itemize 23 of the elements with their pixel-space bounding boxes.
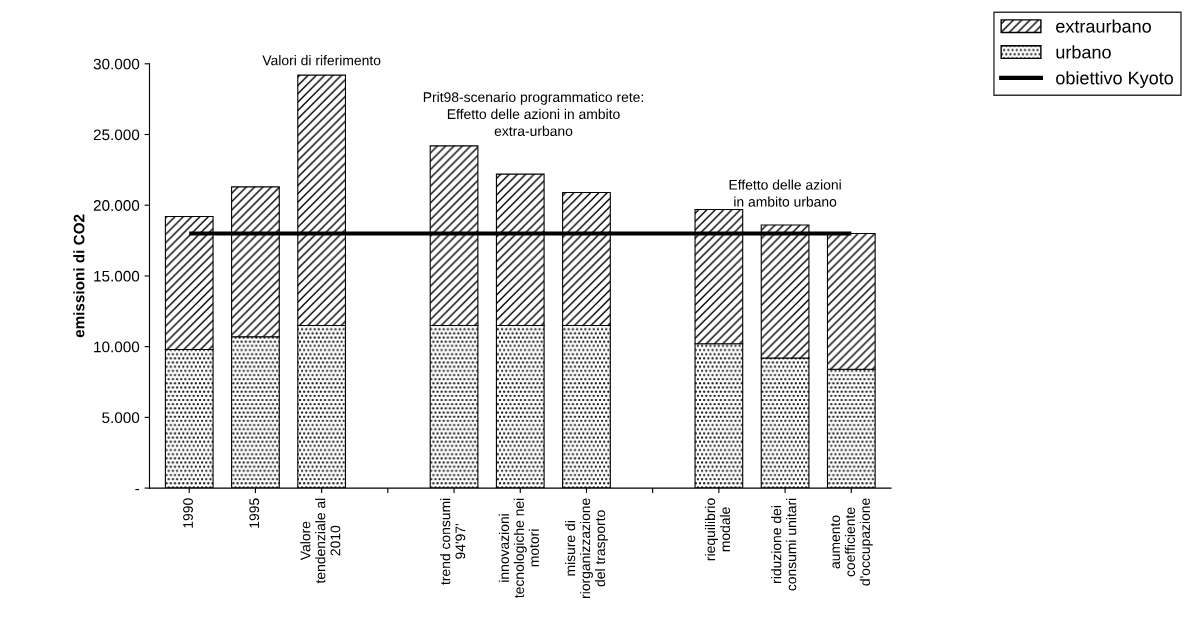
y-axis-title: emissioni di CO2: [73, 214, 85, 338]
x-tick-label: riduzione dei consumi unitari: [771, 498, 797, 591]
x-tick-label: 1990: [183, 498, 193, 528]
y-tick-label: 5.000: [102, 412, 140, 424]
annotation: Prit98-scenario programmatico rete: Effetto delle azioni in ambito extra-urbano: [423, 91, 644, 137]
x-tick-label: Valore tendenziale al 2010: [300, 498, 341, 584]
x-tick-label: innovazioni tecnologiche nei motori: [498, 498, 539, 598]
y-tick-label: 25.000: [93, 129, 140, 141]
y-tick-label: 10.000: [94, 341, 140, 353]
annotation: Valori di riferimento: [262, 55, 381, 66]
x-tick-label: misure di riorganizzazione del trasporto: [565, 498, 608, 598]
legend-label: extraurbano: [1056, 19, 1151, 33]
legend-label: urbano: [1056, 45, 1111, 59]
x-tick-label: 1995: [249, 498, 260, 528]
annotation: Effetto delle azioni in ambito urbano: [729, 179, 841, 207]
y-tick-label: 20.000: [93, 200, 140, 211]
x-tick-label: aumento coefficiente d'occupazione: [830, 498, 873, 586]
x-tick-label: trend consumi 94'97': [440, 498, 466, 585]
y-tick-label: 15.000: [94, 270, 140, 282]
legend-label: obiettivo Kyoto: [1056, 71, 1174, 88]
y-tick-label: -: [135, 488, 140, 491]
y-tick-label: 30.000: [93, 58, 140, 70]
x-tick-label: riequilibrio modale: [704, 498, 731, 561]
